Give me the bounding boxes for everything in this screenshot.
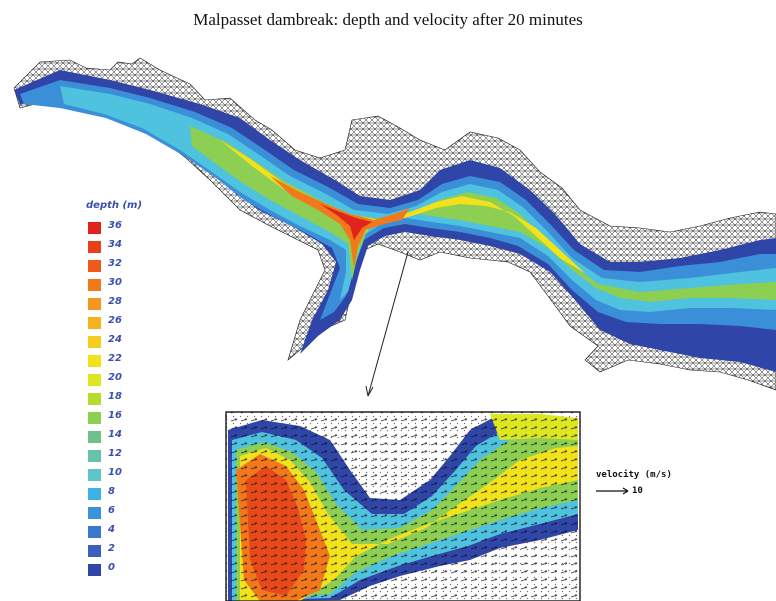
legend-tick-label: 8 bbox=[108, 486, 115, 497]
legend-swatch bbox=[88, 507, 101, 519]
velocity-inset bbox=[225, 411, 581, 601]
legend-swatch bbox=[88, 545, 101, 557]
inset-pointer-line bbox=[367, 251, 409, 397]
inset-pointer-arrowhead bbox=[365, 385, 374, 397]
legend-tick-label: 30 bbox=[108, 277, 122, 288]
legend-swatch bbox=[88, 222, 101, 234]
depth-layer-cyan bbox=[60, 86, 776, 312]
legend-swatch bbox=[88, 241, 101, 253]
legend-tick-label: 36 bbox=[108, 220, 122, 231]
legend-swatch bbox=[88, 450, 101, 462]
velocity-legend-label: velocity (m/s) bbox=[596, 470, 672, 480]
legend-tick-label: 18 bbox=[108, 391, 122, 402]
depth-field bbox=[14, 70, 776, 372]
legend-swatch bbox=[88, 526, 101, 538]
legend-tick-label: 32 bbox=[108, 258, 122, 269]
legend-swatch bbox=[88, 317, 101, 329]
legend-tick-label: 26 bbox=[108, 315, 122, 326]
legend-swatch bbox=[88, 412, 101, 424]
depth-layer-red bbox=[320, 204, 372, 240]
depth-layer-orange bbox=[270, 176, 410, 268]
legend-tick-label: 14 bbox=[108, 429, 122, 440]
legend-swatch bbox=[88, 298, 101, 310]
figure-title: Malpasset dambreak: depth and velocity a… bbox=[193, 10, 583, 29]
depth-legend-title: depth (m) bbox=[86, 200, 143, 211]
legend-tick-label: 16 bbox=[108, 410, 122, 421]
legend-swatch bbox=[88, 374, 101, 386]
velocity-scale-arrow bbox=[596, 487, 629, 495]
legend-tick-label: 28 bbox=[108, 296, 122, 307]
legend-tick-label: 34 bbox=[108, 239, 122, 250]
legend-tick-label: 6 bbox=[108, 505, 115, 516]
legend-tick-label: 4 bbox=[108, 524, 115, 535]
legend-swatch bbox=[88, 355, 101, 367]
legend-tick-label: 12 bbox=[108, 448, 122, 459]
legend-tick-label: 2 bbox=[108, 543, 115, 554]
legend-tick-label: 0 bbox=[108, 562, 115, 573]
legend-swatch bbox=[88, 469, 101, 481]
legend-swatch bbox=[88, 431, 101, 443]
legend-tick-label: 20 bbox=[108, 372, 122, 383]
legend-swatch bbox=[88, 564, 101, 576]
legend-swatch bbox=[88, 393, 101, 405]
velocity-legend-value: 10 bbox=[632, 486, 643, 496]
legend-swatch bbox=[88, 260, 101, 272]
legend-tick-label: 22 bbox=[108, 353, 122, 364]
legend-swatch bbox=[88, 488, 101, 500]
legend-tick-label: 24 bbox=[108, 334, 122, 345]
legend-tick-label: 10 bbox=[108, 467, 122, 478]
legend-swatch bbox=[88, 336, 101, 348]
depth-layer-green bbox=[190, 126, 776, 302]
legend-swatch bbox=[88, 279, 101, 291]
